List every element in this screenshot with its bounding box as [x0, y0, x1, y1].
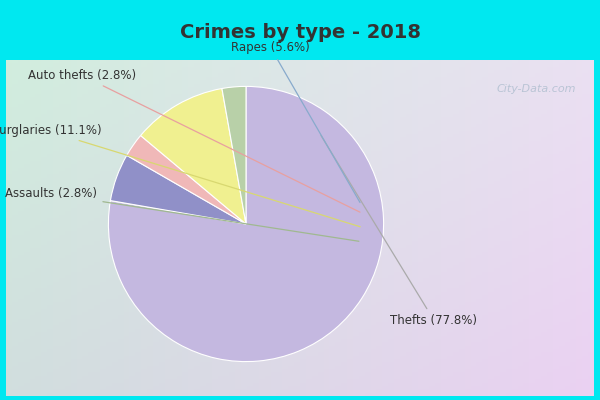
Text: Burglaries (11.1%): Burglaries (11.1%): [0, 124, 360, 227]
Text: Thefts (77.8%): Thefts (77.8%): [321, 135, 478, 327]
Text: City-Data.com: City-Data.com: [497, 84, 577, 94]
Text: Auto thefts (2.8%): Auto thefts (2.8%): [28, 69, 360, 212]
Text: Assaults (2.8%): Assaults (2.8%): [5, 187, 359, 241]
Wedge shape: [127, 136, 246, 224]
Text: Rapes (5.6%): Rapes (5.6%): [232, 41, 360, 202]
Wedge shape: [222, 86, 246, 224]
Wedge shape: [110, 155, 246, 224]
Text: Crimes by type - 2018: Crimes by type - 2018: [179, 24, 421, 42]
Wedge shape: [109, 86, 383, 362]
Wedge shape: [140, 88, 246, 224]
